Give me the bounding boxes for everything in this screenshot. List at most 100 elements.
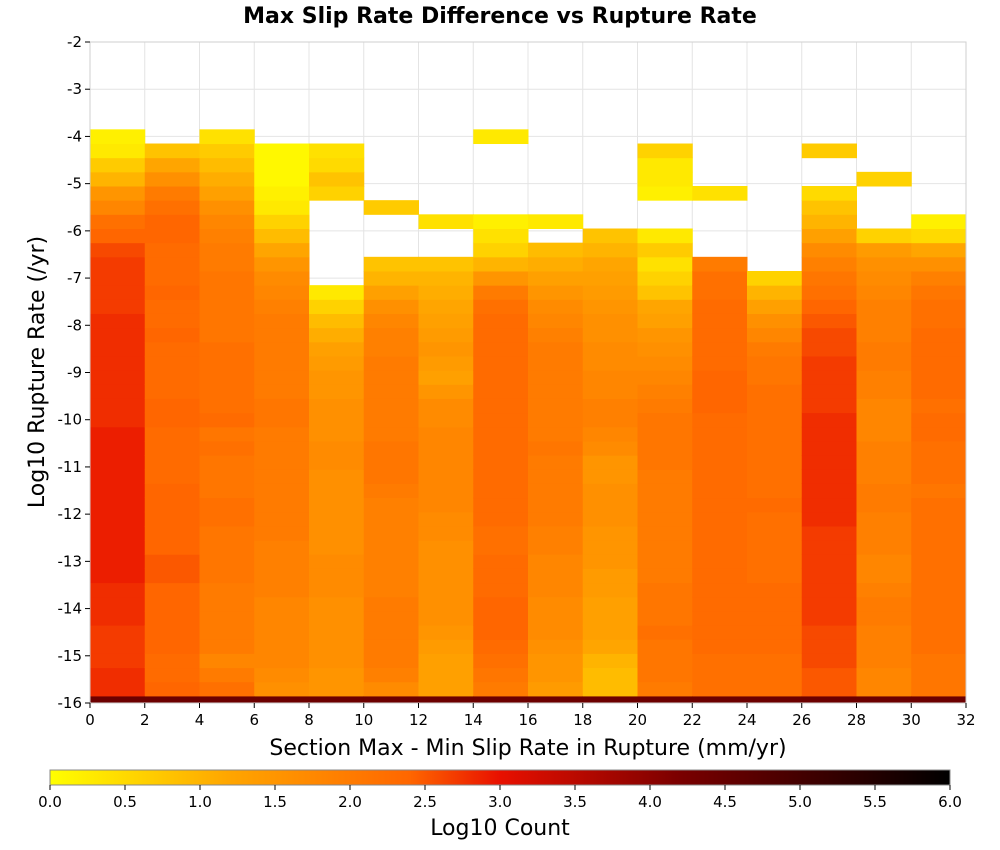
heatmap-cell: [199, 285, 255, 300]
heatmap-cell: [199, 186, 255, 201]
heatmap-cell: [90, 341, 146, 357]
heatmap-cell-bottom: [856, 695, 912, 703]
heatmap-cell: [582, 412, 638, 428]
heatmap-cell: [801, 596, 857, 612]
x-tick-label: 30: [902, 711, 921, 729]
heatmap-cell: [801, 143, 857, 159]
heatmap-cell: [801, 483, 857, 499]
heatmap-cell: [363, 653, 419, 669]
heatmap-cell: [856, 639, 912, 654]
heatmap-cell: [418, 639, 474, 654]
heatmap-cell: [473, 256, 529, 272]
heatmap-cell: [473, 596, 529, 612]
heatmap-cell: [309, 511, 365, 527]
heatmap-cell: [747, 639, 803, 654]
heatmap-cell: [692, 497, 748, 513]
heatmap-cell: [856, 483, 912, 499]
heatmap-cell: [528, 483, 584, 499]
heatmap-cell: [254, 157, 310, 173]
heatmap-cell: [856, 384, 912, 399]
heatmap-cell: [911, 228, 967, 244]
heatmap-cell: [692, 625, 748, 640]
heatmap-cell: [309, 398, 365, 414]
heatmap-cell: [801, 214, 857, 229]
heatmap-cell: [254, 426, 310, 442]
heatmap-cell: [856, 242, 912, 258]
heatmap-cell: [528, 540, 584, 555]
heatmap-cell: [363, 256, 419, 272]
heatmap-cell: [144, 285, 200, 300]
heatmap-cell: [363, 568, 419, 584]
x-tick-label: 14: [464, 711, 483, 729]
heatmap-cell: [473, 667, 529, 683]
heatmap-cell: [801, 440, 857, 456]
heatmap-cell: [528, 412, 584, 428]
heatmap-cell: [911, 596, 967, 612]
heatmap-cell: [692, 341, 748, 357]
heatmap-cell: [801, 653, 857, 669]
heatmap-cell: [254, 341, 310, 357]
heatmap-cell: [637, 582, 693, 598]
heatmap-cell: [911, 455, 967, 470]
y-axis-label: Log10 Rupture Rate (/yr): [25, 236, 50, 508]
heatmap-cell: [801, 568, 857, 584]
heatmap-cell: [473, 639, 529, 654]
heatmap-cell: [747, 313, 803, 329]
heatmap-cell-bottom: [747, 695, 803, 703]
heatmap-cell: [144, 426, 200, 442]
heatmap-cell: [582, 582, 638, 598]
heatmap-cell: [582, 483, 638, 499]
heatmap-cell: [528, 455, 584, 470]
heatmap-cell-bottom: [363, 695, 419, 703]
heatmap-cell: [911, 313, 967, 329]
heatmap-cell: [582, 568, 638, 584]
heatmap-cell: [254, 412, 310, 428]
heatmap-cell: [747, 596, 803, 612]
heatmap-cell: [528, 554, 584, 569]
heatmap-cell: [363, 525, 419, 541]
heatmap-cell: [747, 398, 803, 414]
heatmap-cell: [747, 384, 803, 399]
heatmap-cell: [692, 568, 748, 584]
heatmap-cell: [254, 554, 310, 569]
heatmap-cell: [254, 186, 310, 201]
heatmap-cell: [911, 610, 967, 626]
heatmap-cell: [199, 242, 255, 258]
heatmap-cell: [528, 596, 584, 612]
heatmap-cell: [90, 171, 146, 187]
heatmap-cell: [363, 639, 419, 654]
heatmap-cell: [637, 186, 693, 201]
heatmap-cell: [418, 455, 474, 470]
colorbar-tick-label: 4.0: [638, 793, 662, 811]
heatmap-cell: [309, 440, 365, 456]
heatmap-cell: [747, 270, 803, 286]
heatmap-cell: [582, 625, 638, 640]
colorbar-tick-label: 3.5: [563, 793, 587, 811]
heatmap-cell: [363, 200, 419, 215]
heatmap-cell: [90, 313, 146, 329]
y-tick-label: -10: [58, 411, 83, 429]
heatmap-cell: [856, 681, 912, 697]
heatmap-cell: [90, 270, 146, 286]
heatmap-cell: [254, 355, 310, 371]
heatmap-cell: [144, 525, 200, 541]
heatmap-cell: [199, 525, 255, 541]
heatmap-cell: [309, 370, 365, 385]
heatmap-cell: [856, 653, 912, 669]
heatmap-cell: [637, 610, 693, 626]
heatmap-cell: [692, 440, 748, 456]
heatmap-cell: [582, 596, 638, 612]
heatmap-cell: [363, 554, 419, 569]
heatmap-cell: [90, 582, 146, 598]
x-tick-label: 24: [737, 711, 756, 729]
heatmap-cell: [309, 497, 365, 513]
heatmap-cell: [309, 525, 365, 541]
heatmap-cell: [144, 270, 200, 286]
heatmap-cell: [637, 469, 693, 484]
heatmap-cell: [692, 540, 748, 555]
heatmap-cell: [582, 398, 638, 414]
heatmap-cell: [309, 186, 365, 201]
heatmap-cell: [473, 625, 529, 640]
heatmap-cell: [473, 426, 529, 442]
heatmap-cell: [801, 270, 857, 286]
